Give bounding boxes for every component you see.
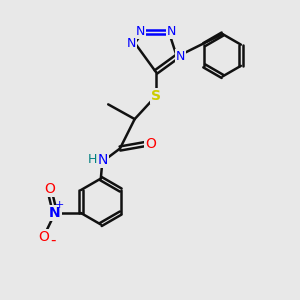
Text: +: + — [55, 200, 64, 210]
Text: N: N — [167, 25, 176, 38]
Text: N: N — [136, 25, 145, 38]
Text: H: H — [88, 153, 98, 166]
Text: O: O — [145, 137, 156, 151]
Text: N: N — [49, 206, 61, 220]
Text: O: O — [45, 182, 56, 197]
Text: N: N — [127, 37, 136, 50]
Text: -: - — [50, 233, 56, 248]
Text: S: S — [151, 89, 161, 103]
Text: N: N — [176, 50, 185, 63]
Text: N: N — [98, 153, 108, 167]
Text: O: O — [38, 230, 49, 244]
